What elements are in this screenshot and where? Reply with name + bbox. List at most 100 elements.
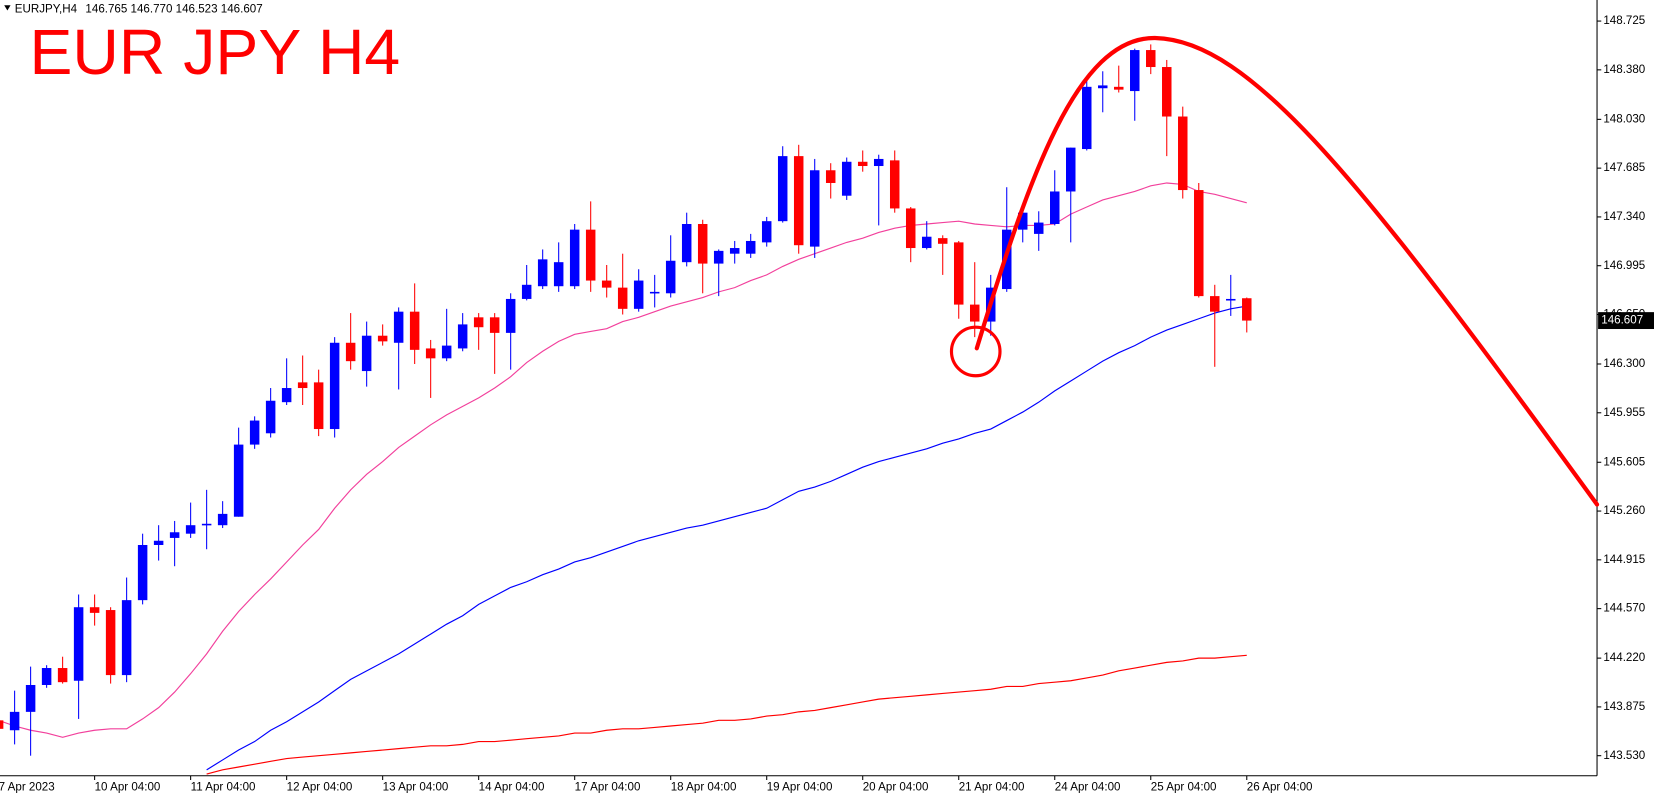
candle-body — [281, 388, 292, 403]
candle-body — [857, 161, 868, 167]
y-tick-label: 147.340 — [1603, 210, 1645, 223]
candle-body — [153, 540, 164, 545]
y-tick-label: 145.955 — [1603, 406, 1645, 419]
candle-body — [9, 711, 20, 731]
candle-body — [921, 236, 932, 249]
y-tick-label: 146.995 — [1603, 259, 1645, 272]
candle-body — [697, 223, 708, 264]
candle-body — [1210, 296, 1220, 312]
last-price-tag — [1598, 312, 1654, 330]
x-tick-label: 7 Apr 2023 — [0, 780, 55, 793]
x-tick-label: 11 Apr 04:00 — [191, 780, 256, 793]
candle-body — [25, 684, 36, 712]
candle-body — [745, 240, 756, 254]
x-tick-label: 21 Apr 04:00 — [959, 780, 1025, 793]
candle-body — [1226, 298, 1236, 301]
y-tick-label: 144.570 — [1603, 602, 1645, 615]
candle-body — [825, 170, 836, 183]
menu-arrow[interactable] — [4, 5, 11, 11]
candle-body — [777, 156, 788, 222]
candle-body — [809, 170, 820, 247]
candle-body — [729, 248, 740, 254]
y-tick-label: 144.915 — [1603, 553, 1645, 566]
candle-body — [425, 348, 436, 359]
candle-body — [1066, 147, 1076, 192]
candle-body — [569, 229, 580, 287]
last-price-label: 146.607 — [1601, 314, 1643, 327]
x-tick-label: 20 Apr 04:00 — [863, 780, 929, 793]
candle-body — [873, 158, 884, 167]
candle-body — [1114, 86, 1124, 90]
x-tick-label: 18 Apr 04:00 — [671, 780, 737, 793]
candle-body — [489, 317, 500, 333]
candle-body — [713, 250, 724, 264]
x-tick-label: 17 Apr 04:00 — [575, 780, 641, 793]
candle-body — [553, 262, 564, 287]
candle-body — [1242, 298, 1252, 321]
candle-body — [457, 324, 468, 349]
candle-body — [441, 345, 452, 359]
candle-body — [249, 420, 260, 445]
x-tick-label: 14 Apr 04:00 — [479, 780, 545, 793]
header-quote: 146.765 146.770 146.523 146.607 — [85, 3, 262, 16]
candle-body — [409, 311, 420, 350]
candle-body — [57, 668, 68, 683]
candle-body — [505, 298, 516, 333]
candle-body — [649, 291, 660, 294]
candle-body — [537, 259, 548, 287]
candle-body — [681, 223, 692, 263]
candle-body — [201, 523, 212, 526]
candle-body — [1082, 86, 1092, 150]
candle-body — [1194, 190, 1204, 297]
candle-body — [41, 668, 52, 685]
y-tick-label: 146.300 — [1603, 357, 1645, 370]
candle-body — [0, 720, 4, 729]
candle-body — [1178, 116, 1188, 191]
candle-body — [345, 342, 356, 362]
x-tick-label: 13 Apr 04:00 — [383, 780, 449, 793]
candle-body — [889, 160, 900, 209]
y-tick-label: 144.220 — [1603, 651, 1645, 664]
x-tick-label: 19 Apr 04:00 — [767, 780, 833, 793]
candle-body — [761, 221, 772, 243]
candle-body — [793, 156, 804, 246]
candle-body — [937, 238, 948, 244]
y-tick-label: 148.725 — [1603, 14, 1645, 27]
candle-body — [377, 335, 388, 342]
candle-body — [1162, 67, 1172, 117]
x-tick-label: 25 Apr 04:00 — [1151, 780, 1217, 793]
candle-body — [361, 335, 372, 372]
candle-body — [89, 607, 100, 613]
candle-body — [185, 525, 196, 534]
candle-body — [137, 544, 148, 601]
candle-body — [905, 208, 916, 249]
x-tick-label: 10 Apr 04:00 — [95, 780, 161, 793]
moving-average-line — [206, 654, 1247, 775]
candle-body — [841, 161, 852, 196]
candle-body — [1050, 191, 1060, 224]
candle-body — [585, 229, 596, 281]
moving-average-line — [206, 305, 1247, 771]
y-tick-label: 148.380 — [1603, 63, 1645, 76]
x-tick-label: 26 Apr 04:00 — [1247, 780, 1313, 793]
candle-body — [633, 280, 644, 309]
candle-body — [329, 342, 340, 430]
header-symbol: EURJPY,H4 — [15, 3, 78, 16]
candle-body — [297, 382, 308, 389]
candle-body — [1017, 212, 1028, 230]
candle-body — [953, 242, 964, 305]
annotation — [949, 35, 1600, 507]
candle-body — [1098, 85, 1108, 89]
candle-body — [617, 287, 628, 309]
candle-body — [313, 382, 324, 430]
candle-body — [473, 317, 484, 328]
y-tick-label: 145.260 — [1603, 504, 1645, 517]
candle-body — [601, 280, 612, 288]
candle-body — [105, 610, 116, 676]
projection-arc — [974, 35, 1600, 507]
x-tick-label: 24 Apr 04:00 — [1055, 780, 1121, 793]
candle-body — [393, 311, 404, 343]
